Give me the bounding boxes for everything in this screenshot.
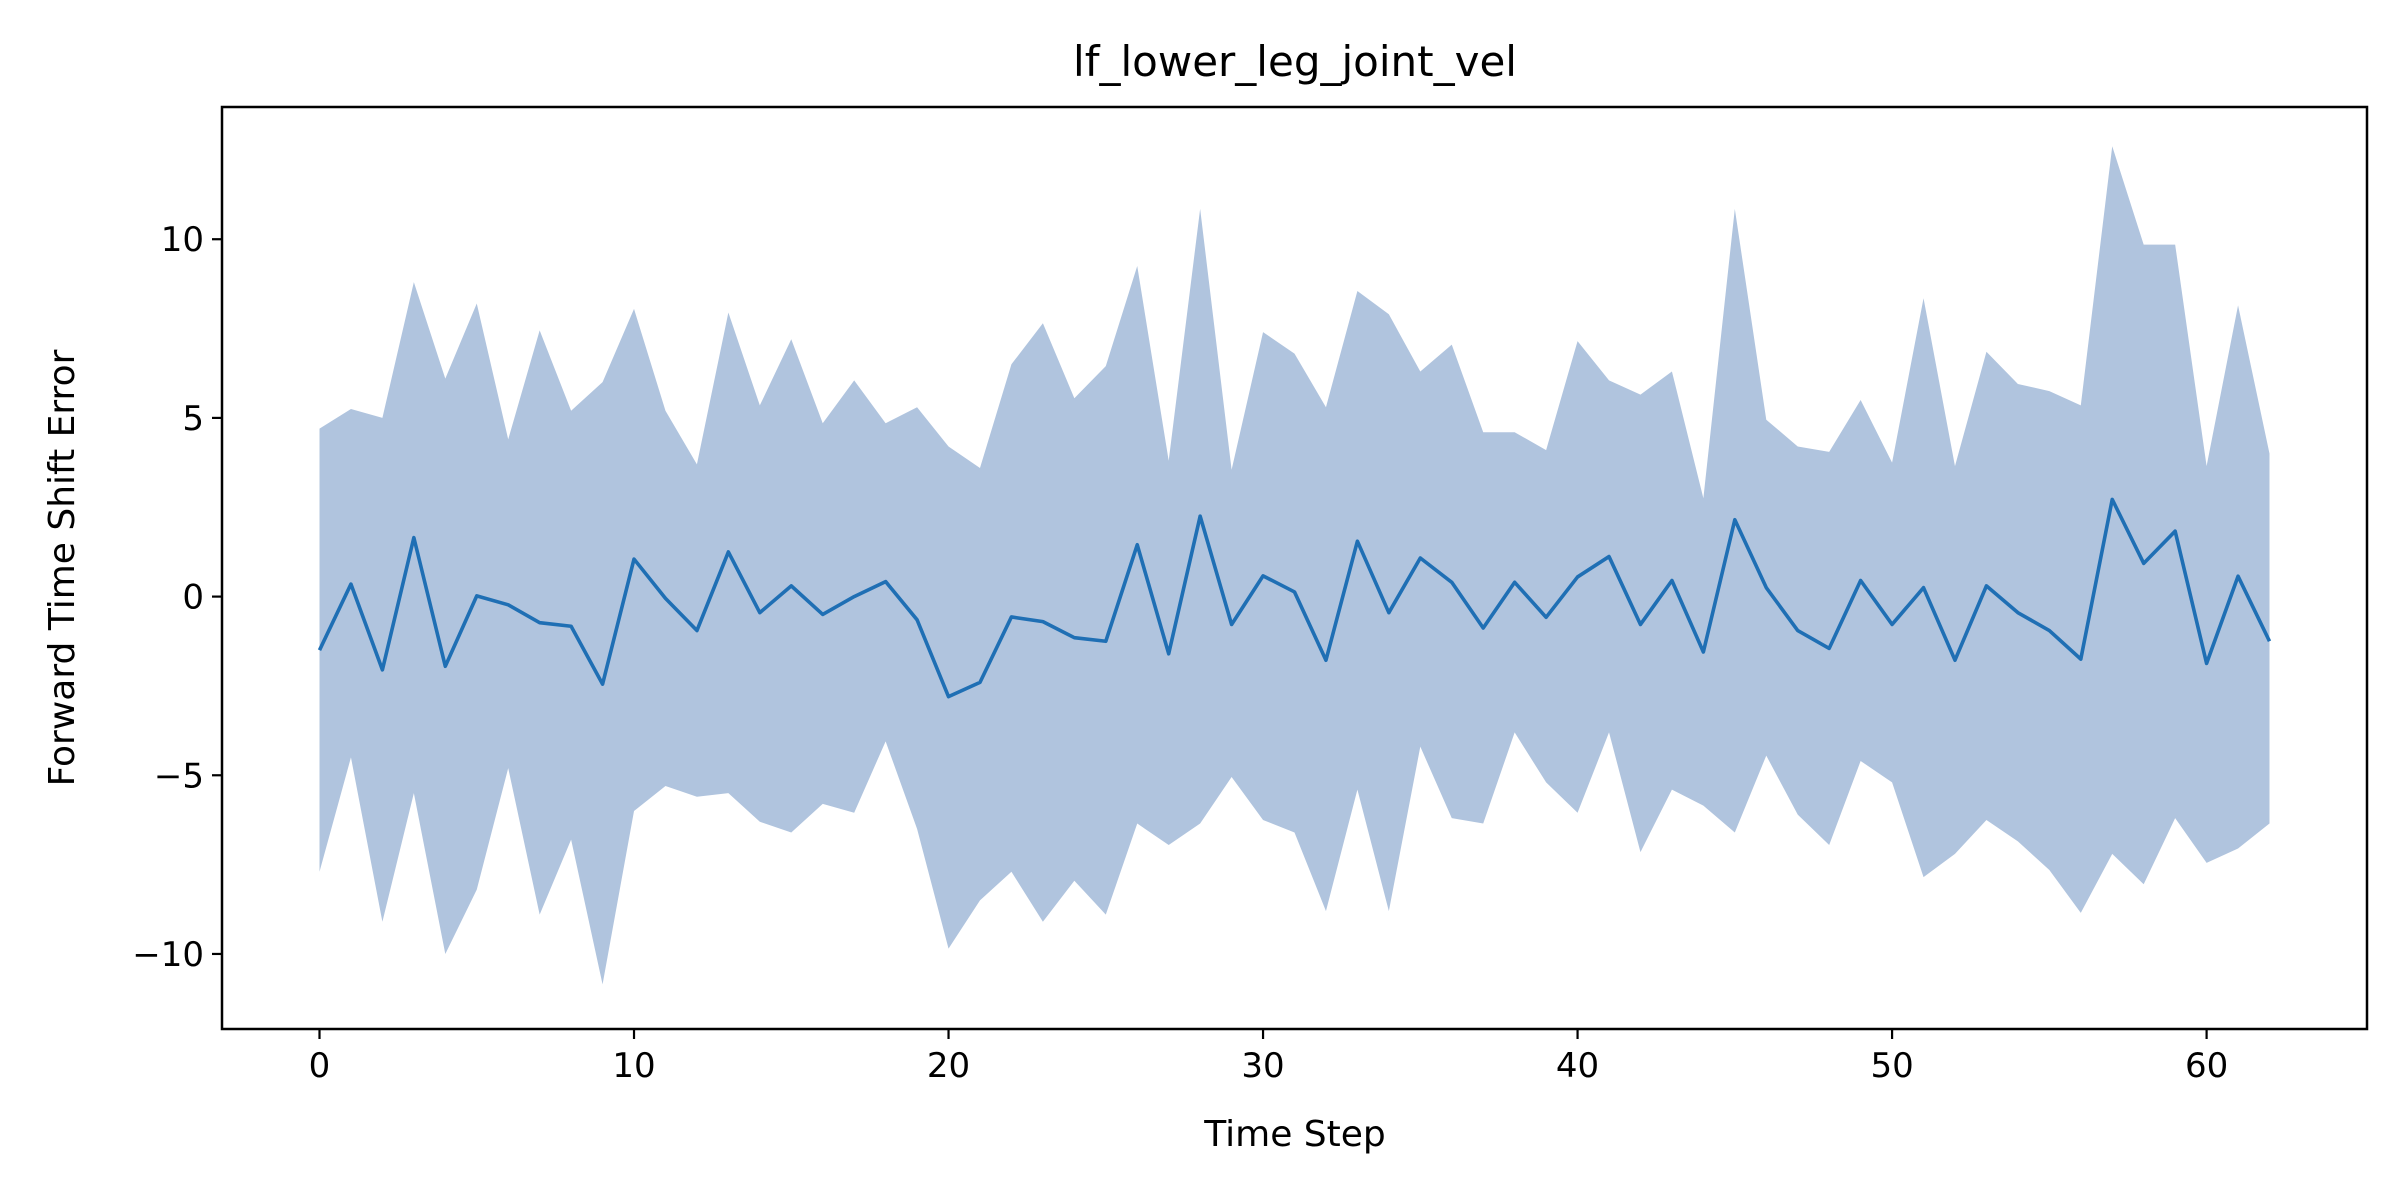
x-tick-label: 10 — [612, 1046, 655, 1086]
y-tick-label: 0 — [182, 578, 204, 618]
x-tick-label: 20 — [927, 1046, 970, 1086]
x-tick-label: 40 — [1556, 1046, 1599, 1086]
y-axis-label: Forward Time Shift Error — [42, 349, 83, 786]
y-tick-label: 10 — [161, 220, 204, 260]
x-axis: 0 10 20 30 40 50 60 — [309, 1029, 2228, 1086]
mean-line-layer — [317, 497, 2272, 699]
x-tick-label: 50 — [1870, 1046, 1913, 1086]
x-tick-label: 60 — [2185, 1046, 2228, 1086]
y-tick-label: −5 — [154, 756, 204, 796]
plot-frame — [220, 105, 2369, 1031]
confidence-band — [319, 146, 2270, 985]
mean-line — [317, 497, 2272, 699]
x-tick-label: 30 — [1241, 1046, 1284, 1086]
y-tick-label: −10 — [132, 935, 204, 975]
y-tick-label: 5 — [182, 399, 204, 439]
x-tick-label: 0 — [309, 1046, 331, 1086]
y-axis: −10 −5 0 5 10 — [132, 220, 222, 975]
confidence-band-layer — [319, 146, 2270, 985]
chart-title: lf_lower_leg_joint_vel — [1073, 37, 1517, 86]
x-axis-label: Time Step — [1203, 1114, 1386, 1155]
